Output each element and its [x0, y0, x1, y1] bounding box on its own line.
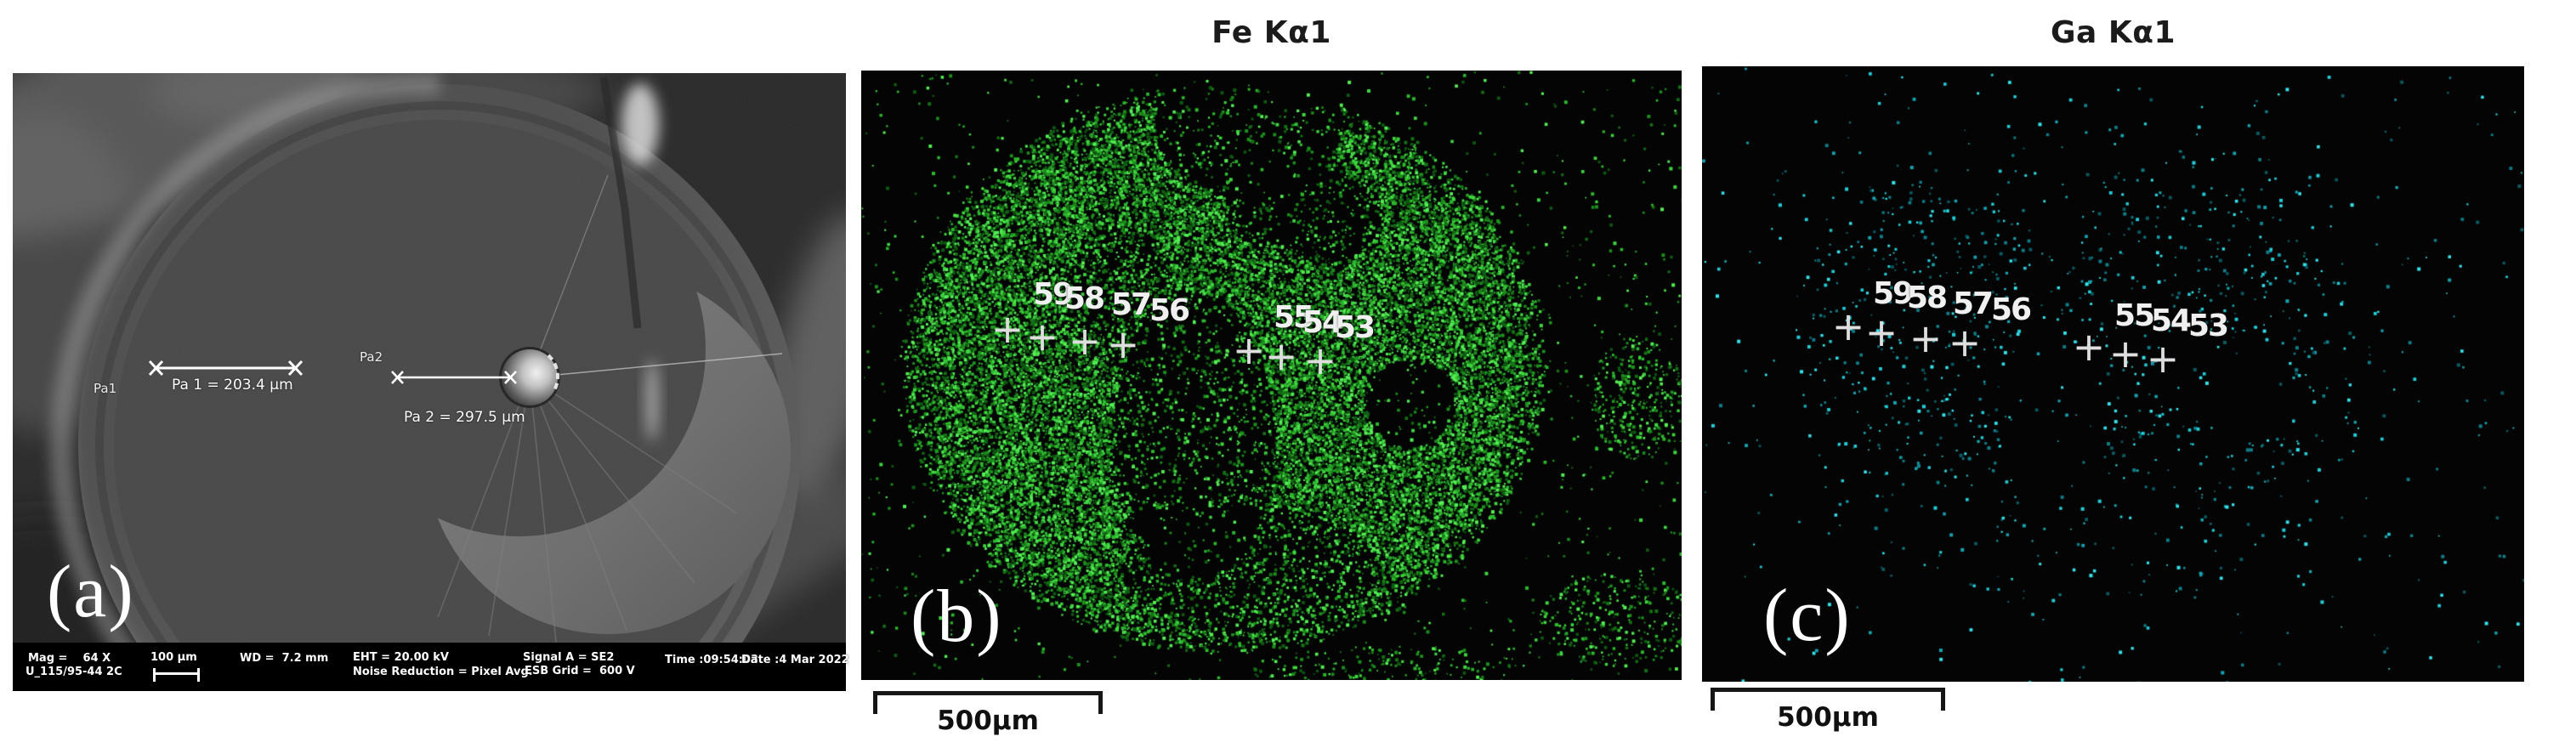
eds-point-label: 53 [2188, 309, 2229, 343]
infobar-esb: ESB Grid = 600 V [525, 665, 635, 677]
fe-map-panel: 59 58 57 56 55 54 53 + + + + + + + (b) [861, 71, 1682, 680]
eds-point-label: 54 [2151, 303, 2192, 338]
infobar-time: Time :09:54:03 [665, 654, 759, 666]
panel-letter-b: (b) [911, 575, 1003, 658]
marker-cross-icon: + [1025, 314, 1059, 360]
panel-letter-c: (c) [1763, 575, 1852, 657]
sem-panel: Pa1 Pa 1 = 203.4 µm Pa2 Pa 2 = 297.5 µm … [13, 73, 849, 691]
eds-point-label: 56 [1149, 293, 1190, 328]
ga-map-panel: 59 58 57 56 55 54 53 + + + + + + + (c) [1702, 66, 2524, 682]
annotation-tag-pa1: Pa1 [94, 381, 117, 396]
infobar-noise: Noise Reduction = Pixel Avg. [353, 666, 533, 678]
marker-cross-icon: + [1831, 303, 1865, 349]
annotation-measure-pa2: Pa 2 = 297.5 µm [404, 409, 525, 426]
scale-bar-c-label: 500µm [1777, 702, 1879, 733]
marker-cross-icon: + [1264, 333, 1298, 379]
infobar-scale-bar [153, 668, 200, 682]
eds-point-label: 57 [1111, 287, 1152, 322]
panel-letter-a: (a) [47, 551, 135, 633]
eds-point-label: 56 [1991, 292, 2032, 327]
infobar-date: Date :4 Mar 2022 [741, 654, 849, 666]
infobar-mag: Mag = 64 X [28, 652, 111, 665]
marker-cross-icon: + [1909, 315, 1943, 361]
eds-point-label: 55 [2114, 298, 2155, 333]
marker-cross-icon: + [1106, 321, 1140, 367]
eds-point-label: 58 [1064, 281, 1105, 316]
infobar-eht: EHT = 20.00 kV [353, 651, 449, 664]
eds-point-label: 55 [1274, 300, 1314, 335]
marker-cross-icon: + [1068, 318, 1102, 364]
panel-b-title: Fe Kα1 [1211, 15, 1331, 50]
marker-cross-icon: + [2072, 324, 2106, 370]
marker-cross-icon: + [2146, 336, 2180, 382]
marker-cross-icon: + [1232, 327, 1266, 373]
fe-dot-map [861, 71, 1682, 680]
marker-cross-icon: + [1864, 309, 1898, 355]
infobar-sample: U_115/95-44 2C [26, 666, 122, 678]
marker-cross-icon: + [1948, 320, 1982, 366]
annotation-tag-pa2: Pa2 [360, 349, 383, 365]
infobar-signal: Signal A = SE2 [523, 651, 615, 664]
infobar-wd: WD = 7.2 mm [240, 652, 329, 665]
annotation-measure-pa1: Pa 1 = 203.4 µm [172, 377, 293, 394]
ga-dot-map [1702, 66, 2524, 682]
eds-point-label: 59 [1873, 276, 1914, 311]
marker-cross-icon: + [2108, 331, 2142, 377]
scale-bar-b-label: 500µm [937, 706, 1039, 736]
infobar-scale-label: 100 µm [150, 651, 197, 664]
eds-point-label: 54 [1302, 305, 1343, 340]
eds-point-label: 59 [1033, 277, 1074, 312]
scale-bar-b [873, 691, 1103, 717]
panel-c-title: Ga Kα1 [2050, 15, 2176, 50]
eds-point-label: 57 [1953, 286, 1994, 321]
sem-image [13, 73, 846, 691]
scale-bar-c [1711, 688, 1945, 714]
eds-point-label: 53 [1335, 310, 1376, 345]
marker-cross-icon: + [1303, 337, 1337, 383]
marker-cross-icon: + [990, 306, 1024, 352]
eds-point-label: 58 [1907, 280, 1948, 315]
